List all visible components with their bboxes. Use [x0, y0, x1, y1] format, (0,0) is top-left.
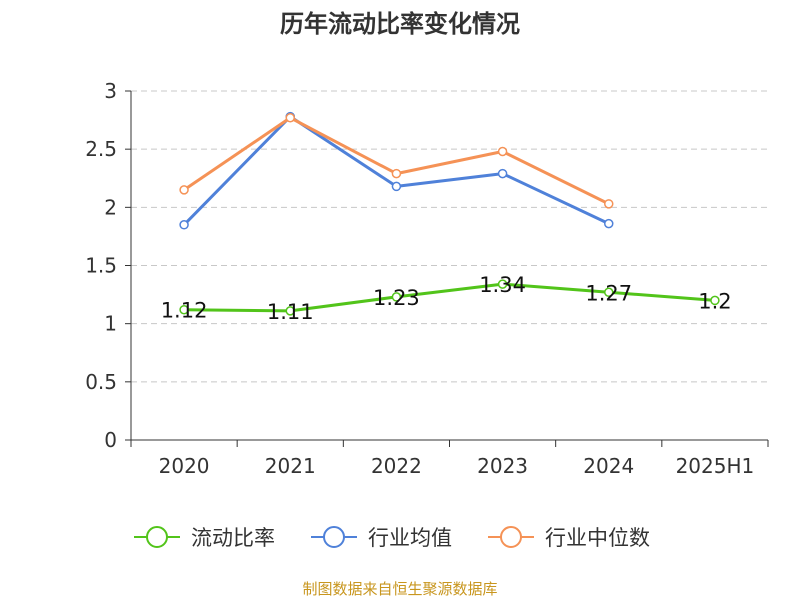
data-point	[391, 181, 402, 192]
y-tick-label: 2.5	[85, 137, 117, 161]
x-tick-label: 2023	[477, 454, 528, 478]
y-tick-label: 0	[104, 428, 117, 452]
source-note: 制图数据来自恒生聚源数据库	[302, 580, 498, 598]
data-point	[285, 306, 295, 316]
data-point	[604, 218, 614, 229]
x-tick-label: 2021	[265, 454, 316, 478]
grid-lines	[131, 90, 768, 383]
x-tick-label: 2024	[583, 454, 634, 478]
legend-marker	[146, 526, 168, 548]
data-point	[604, 287, 614, 298]
legend-marker	[500, 526, 522, 548]
legend-label: 行业中位数	[545, 526, 650, 550]
y-tick-label: 2	[104, 195, 117, 219]
y-tick-label: 1	[104, 312, 117, 336]
legend: 流动比率 行业均值 行业中位数	[134, 526, 650, 550]
y-tick-label: 3	[104, 79, 117, 103]
data-labels: 1.12 1.11 1.23 1.34 1.27 1.2	[161, 273, 732, 324]
data-point	[497, 279, 508, 289]
data-point	[497, 146, 508, 157]
y-tick-label: 0.5	[85, 370, 117, 394]
x-tick-label: 2025H1	[676, 454, 755, 478]
data-label: 1.11	[267, 300, 314, 324]
data-label: 1.2	[698, 289, 731, 313]
data-label: 1.12	[161, 299, 208, 323]
legend-label: 行业均值	[368, 526, 452, 550]
series-lines	[179, 111, 720, 316]
data-point	[285, 113, 295, 123]
data-point	[391, 168, 402, 179]
data-point	[179, 304, 189, 315]
data-label: 1.23	[373, 286, 420, 310]
x-tick-label: 2022	[371, 454, 422, 478]
series-line	[184, 282, 716, 313]
y-tick-label: 1.5	[85, 254, 117, 278]
data-point	[179, 220, 189, 230]
data-point	[710, 295, 720, 306]
data-point	[497, 168, 508, 179]
data-point	[604, 199, 614, 209]
data-point	[179, 185, 189, 195]
legend-label: 流动比率	[191, 526, 275, 550]
data-label: 1.27	[585, 281, 632, 305]
data-label: 1.34	[479, 273, 526, 297]
chart-title: 历年流动比率变化情况	[280, 10, 520, 38]
x-tick-label: 2020	[159, 454, 210, 478]
axes: 0 0.5 1 1.5 2 2.5 3 2020 2021 2022 2023 2024 2025H1	[85, 79, 769, 478]
data-point	[391, 292, 402, 302]
legend-marker	[323, 526, 345, 548]
